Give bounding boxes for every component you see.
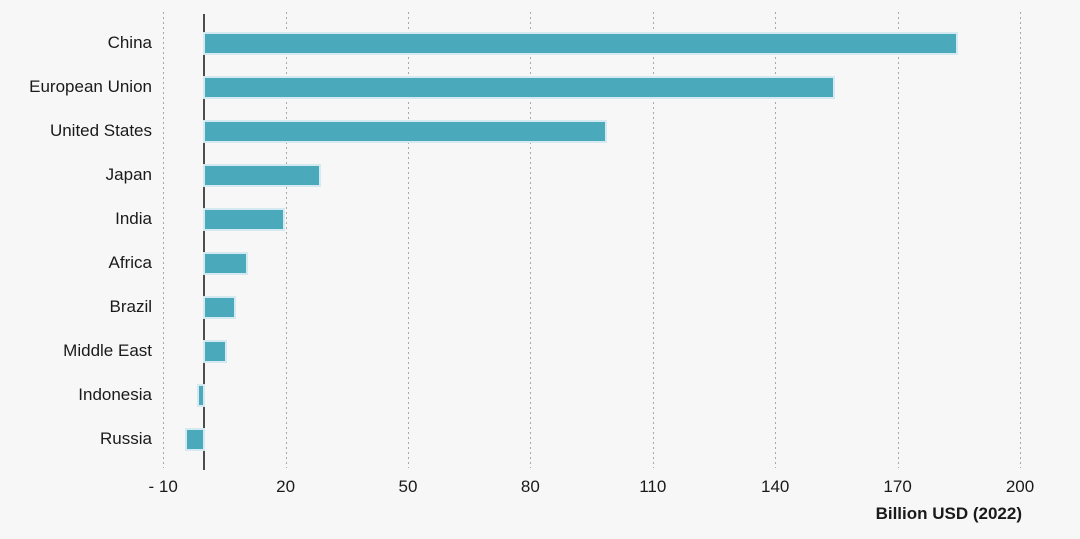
x-tick-label: 20 (276, 477, 296, 496)
x-tick-label: 200 (1005, 477, 1035, 496)
zero-axis-line (203, 14, 205, 470)
category-label: United States (49, 121, 152, 140)
bar (196, 383, 205, 407)
x-tick-label: 170 (883, 477, 912, 496)
bar (203, 207, 285, 231)
gridline (775, 12, 777, 468)
bar (203, 339, 228, 363)
category-label: China (107, 33, 152, 52)
gridline (408, 12, 409, 468)
gridline (285, 12, 287, 468)
x-tick-label: - 10 (148, 477, 178, 496)
gridline (163, 12, 165, 468)
bar (203, 295, 236, 319)
category-label: Middle East (63, 341, 152, 360)
bar (203, 163, 322, 187)
gridline (1020, 12, 1021, 468)
bar (203, 251, 248, 275)
bar (203, 75, 836, 99)
x-tick-label: 50 (398, 477, 418, 496)
x-tick-label: 110 (639, 477, 667, 496)
gridline (652, 12, 654, 468)
bar (203, 31, 958, 55)
x-tick-label: 140 (761, 477, 790, 496)
gridline (530, 12, 532, 468)
category-label: Indonesia (78, 385, 152, 404)
category-label: Russia (100, 429, 152, 448)
category-label: Japan (105, 165, 152, 184)
category-label: Africa (108, 253, 152, 272)
gridline (897, 12, 899, 468)
category-label: European Union (29, 77, 152, 96)
category-label: India (115, 209, 152, 228)
x-axis-title: Billion USD (2022) (875, 504, 1022, 523)
x-tick-label: 80 (520, 477, 540, 496)
bar (203, 119, 607, 143)
bar (184, 427, 205, 451)
category-label: Brazil (109, 297, 152, 316)
